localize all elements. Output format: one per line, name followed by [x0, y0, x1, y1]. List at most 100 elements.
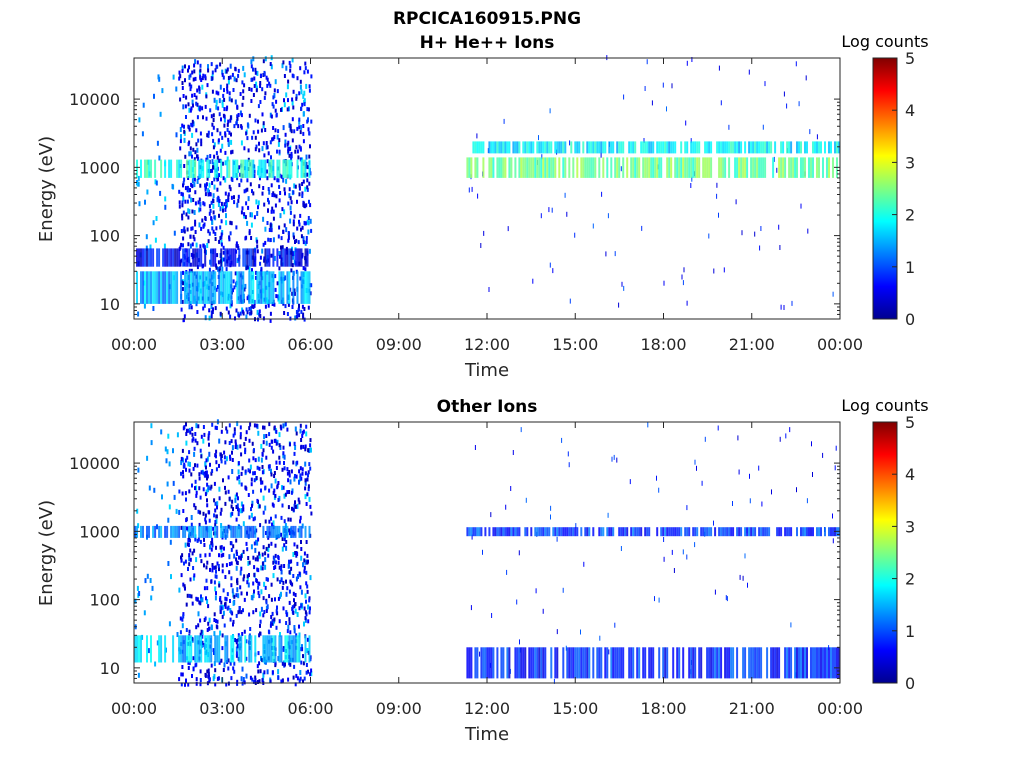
colorbar-label: Log counts [841, 396, 928, 415]
band-cell [810, 527, 812, 537]
count-cell [270, 114, 273, 119]
count-cell [219, 596, 222, 600]
count-cell [199, 207, 202, 212]
count-cell [185, 440, 188, 446]
count-cell [194, 219, 197, 224]
band-cell [608, 141, 611, 154]
count-cell [309, 504, 312, 509]
count-cell [215, 619, 217, 623]
count-cell [274, 543, 277, 548]
x-tick-label: 09:00 [376, 335, 422, 354]
band-cell [660, 527, 663, 537]
count-cell [199, 131, 202, 136]
count-cell [181, 65, 184, 71]
count-cell [525, 497, 527, 503]
count-cell [211, 563, 214, 567]
count-cell [272, 95, 275, 100]
count-cell [306, 178, 309, 183]
band-cell [688, 647, 691, 679]
count-cell [227, 194, 230, 199]
count-cell [188, 468, 191, 473]
count-cell [223, 88, 225, 93]
count-cell [189, 557, 192, 562]
count-cell [272, 126, 275, 130]
band-cell [672, 527, 675, 537]
count-cell [229, 75, 232, 80]
band-cell [176, 525, 179, 538]
band-cell [776, 647, 779, 679]
count-cell [192, 234, 195, 239]
band-cell [466, 527, 469, 537]
band-cell [152, 525, 155, 538]
count-cell [267, 151, 270, 156]
count-cell [188, 553, 191, 558]
count-cell [150, 423, 153, 429]
count-cell [301, 304, 304, 309]
count-cell [289, 517, 292, 522]
count-cell [308, 610, 311, 615]
band-cell [266, 525, 269, 538]
band-cell [800, 157, 802, 178]
band-cell [240, 159, 243, 178]
count-cell [304, 61, 307, 66]
count-cell [241, 508, 244, 514]
band-cell [216, 159, 219, 178]
band-cell [820, 141, 822, 154]
band-cell [586, 157, 589, 178]
band-cell [644, 157, 647, 178]
count-cell [294, 682, 297, 687]
count-cell [204, 673, 207, 678]
count-cell [214, 306, 217, 311]
count-cell [257, 129, 260, 134]
count-cell [195, 142, 198, 147]
band-cell [590, 141, 593, 154]
band-cell [142, 271, 144, 304]
count-cell [208, 677, 211, 682]
band-cell [484, 527, 487, 537]
band-cell [186, 271, 189, 304]
band-cell [588, 527, 591, 537]
count-cell [210, 62, 213, 67]
band-cell [684, 527, 687, 537]
band-cell [488, 647, 491, 679]
band-cell [532, 157, 535, 178]
band-cell [202, 271, 205, 304]
y-tick-label: 1000 [79, 522, 120, 541]
band-cell [270, 271, 273, 304]
band-cell [494, 141, 497, 154]
count-cell [233, 594, 236, 599]
band-cell [164, 271, 167, 304]
count-cell [741, 230, 743, 236]
count-cell [210, 579, 213, 584]
count-cell [658, 597, 660, 603]
count-cell [701, 480, 703, 486]
count-cell [274, 438, 277, 443]
count-cell [193, 177, 196, 182]
count-cell [194, 432, 197, 436]
band-cell [210, 248, 213, 267]
count-cell [281, 537, 284, 541]
count-cell [490, 512, 492, 518]
count-cell [273, 176, 276, 181]
band-cell [682, 157, 685, 178]
band-cell [648, 157, 651, 178]
count-cell [271, 502, 274, 507]
count-cell [213, 184, 216, 190]
y-tick-label: 10 [100, 659, 120, 678]
count-cell [250, 512, 253, 518]
count-cell [542, 608, 544, 614]
band-cell [678, 647, 681, 679]
count-cell [253, 169, 256, 174]
count-cell [245, 430, 248, 435]
band-cell [280, 635, 283, 663]
band-cell [578, 647, 581, 679]
count-cell [281, 661, 284, 666]
count-cell [241, 80, 244, 85]
count-cell [138, 117, 141, 123]
band-cell [740, 157, 743, 178]
count-cell [215, 460, 218, 465]
band-cell [690, 157, 693, 178]
count-cell [718, 65, 720, 71]
band-cell [500, 527, 503, 537]
count-cell [287, 528, 290, 533]
